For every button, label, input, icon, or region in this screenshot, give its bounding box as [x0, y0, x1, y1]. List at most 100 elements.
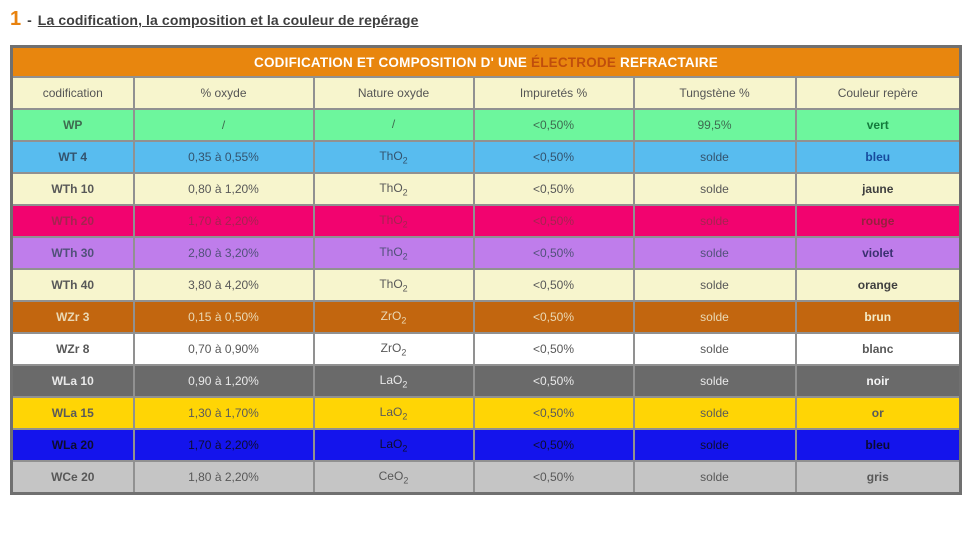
- cell-codification: WCe 20: [10, 460, 135, 495]
- cell-tungstene: solde: [632, 172, 797, 206]
- page: 1 - La codification, la composition et l…: [10, 8, 962, 495]
- cell-impuretes: <0,50%: [472, 172, 635, 206]
- oxide-formula: ThO: [379, 276, 403, 291]
- oxide-formula-subscript: 2: [402, 251, 408, 262]
- oxide-formula: ThO: [379, 148, 403, 163]
- cell-couleur-repere: violet: [794, 236, 962, 270]
- column-header-row: codification% oxyde Nature oxyde Impuretés…: [10, 76, 962, 110]
- oxide-formula-subscript: 2: [402, 187, 408, 198]
- cell-nature-oxyde: ThO2: [312, 236, 475, 270]
- cell-oxyde-pct: 2,80 à 3,20%: [132, 236, 315, 270]
- cell-tungstene: solde: [632, 332, 797, 366]
- oxide-formula: ThO: [379, 244, 403, 259]
- cell-tungstene: solde: [632, 396, 797, 430]
- oxide-formula-subscript: 2: [402, 443, 408, 454]
- oxide-formula: ZrO: [380, 308, 402, 323]
- cell-nature-oxyde: CeO2: [312, 460, 475, 495]
- cell-oxyde-pct: 3,80 à 4,20%: [132, 268, 315, 302]
- section-number: 1: [10, 8, 22, 30]
- oxide-formula-subscript: 2: [402, 155, 408, 166]
- table-row: WZr 8 0,70 à 0,90% ZrO2 <0,50% solde bla…: [10, 332, 962, 366]
- oxide-formula-subscript: 2: [402, 283, 408, 294]
- cell-impuretes: <0,50%: [472, 396, 635, 430]
- cell-couleur-repere: bleu: [794, 428, 962, 462]
- page-title-text: La codification, la composition et la co…: [37, 12, 419, 28]
- cell-couleur-repere: rouge: [794, 204, 962, 238]
- table-row: WTh 40 3,80 à 4,20% ThO2 <0,50% solde or…: [10, 268, 962, 302]
- cell-nature-oxyde: ThO2: [312, 268, 475, 302]
- cell-nature-oxyde: LaO2: [312, 364, 475, 398]
- table-title-part2: REFRACTAIRE: [616, 54, 718, 70]
- cell-codification: WLa 15: [10, 396, 135, 430]
- column-header-codification: codification: [10, 76, 135, 110]
- cell-tungstene: solde: [632, 300, 797, 334]
- oxide-formula: CeO: [378, 468, 404, 483]
- cell-codification: WTh 10: [10, 172, 135, 206]
- cell-impuretes: <0,50%: [472, 204, 635, 238]
- table-title: CODIFICATION ET COMPOSITION D' UNE ÉLECT…: [10, 45, 962, 78]
- table-row: WLa 20 1,70 à 2,20% LaO2 <0,50% solde bl…: [10, 428, 962, 462]
- table-title-part1: CODIFICATION ET COMPOSITION D' UNE: [254, 54, 531, 70]
- cell-nature-oxyde: /: [312, 108, 475, 142]
- cell-codification: WTh 30: [10, 236, 135, 270]
- table-row: WTh 10 0,80 à 1,20% ThO2 <0,50% solde ja…: [10, 172, 962, 206]
- electrode-table: CODIFICATION ET COMPOSITION D' UNE ÉLECT…: [10, 45, 962, 495]
- cell-impuretes: <0,50%: [472, 332, 635, 366]
- cell-tungstene: solde: [632, 460, 797, 495]
- cell-codification: WZr 8: [10, 332, 135, 366]
- cell-oxyde-pct: 1,70 à 2,20%: [132, 204, 315, 238]
- cell-couleur-repere: brun: [794, 300, 962, 334]
- cell-impuretes: <0,50%: [472, 300, 635, 334]
- cell-nature-oxyde: ZrO2: [312, 300, 475, 334]
- cell-nature-oxyde: ThO2: [312, 172, 475, 206]
- column-header-oxyde: % oxyde: [132, 76, 315, 110]
- cell-tungstene: solde: [632, 204, 797, 238]
- cell-impuretes: <0,50%: [472, 428, 635, 462]
- cell-oxyde-pct: 0,80 à 1,20%: [132, 172, 315, 206]
- cell-oxyde-pct: 1,80 à 2,20%: [132, 460, 315, 495]
- oxide-formula-subscript: 2: [402, 219, 408, 230]
- table-title-highlight: ÉLECTRODE: [531, 54, 617, 70]
- cell-impuretes: <0,50%: [472, 460, 635, 495]
- cell-oxyde-pct: 1,30 à 1,70%: [132, 396, 315, 430]
- cell-couleur-repere: bleu: [794, 140, 962, 174]
- column-header-tungst-ne: Tungstène %: [632, 76, 797, 110]
- cell-nature-oxyde: ZrO2: [312, 332, 475, 366]
- table-row: WT 4 0,35 à 0,55% ThO2 <0,50% solde bleu: [10, 140, 962, 174]
- oxide-formula-subscript: 2: [402, 379, 408, 390]
- cell-oxyde-pct: /: [132, 108, 315, 142]
- cell-impuretes: <0,50%: [472, 140, 635, 174]
- cell-oxyde-pct: 0,70 à 0,90%: [132, 332, 315, 366]
- cell-impuretes: <0,50%: [472, 108, 635, 142]
- cell-tungstene: solde: [632, 364, 797, 398]
- cell-codification: WT 4: [10, 140, 135, 174]
- cell-impuretes: <0,50%: [472, 268, 635, 302]
- oxide-formula: ThO: [379, 212, 403, 227]
- cell-codification: WTh 20: [10, 204, 135, 238]
- oxide-formula: ZrO: [380, 340, 402, 355]
- oxide-formula-subscript: 2: [401, 315, 407, 326]
- cell-codification: WLa 10: [10, 364, 135, 398]
- table-row: WLa 15 1,30 à 1,70% LaO2 <0,50% solde or: [10, 396, 962, 430]
- cell-couleur-repere: orange: [794, 268, 962, 302]
- oxide-formula-subscript: 2: [402, 411, 408, 422]
- cell-codification: WTh 40: [10, 268, 135, 302]
- oxide-formula: LaO: [379, 372, 403, 387]
- cell-nature-oxyde: ThO2: [312, 204, 475, 238]
- cell-couleur-repere: or: [794, 396, 962, 430]
- oxide-formula: /: [391, 116, 396, 131]
- oxide-formula: LaO: [379, 436, 403, 451]
- cell-oxyde-pct: 0,15 à 0,50%: [132, 300, 315, 334]
- cell-codification: WLa 20: [10, 428, 135, 462]
- table-banner-row: CODIFICATION ET COMPOSITION D' UNE ÉLECT…: [10, 45, 962, 78]
- oxide-formula-subscript: 2: [401, 347, 407, 358]
- table-row: WP / / <0,50% 99,5% vert: [10, 108, 962, 142]
- table-row: WLa 10 0,90 à 1,20% LaO2 <0,50% solde no…: [10, 364, 962, 398]
- cell-tungstene: solde: [632, 268, 797, 302]
- cell-impuretes: <0,50%: [472, 236, 635, 270]
- table-row: WCe 20 1,80 à 2,20% CeO2 <0,50% solde gr…: [10, 460, 962, 495]
- table-row: WZr 3 0,15 à 0,50% ZrO2 <0,50% solde bru…: [10, 300, 962, 334]
- oxide-formula: LaO: [379, 404, 403, 419]
- cell-couleur-repere: gris: [794, 460, 962, 495]
- cell-couleur-repere: vert: [794, 108, 962, 142]
